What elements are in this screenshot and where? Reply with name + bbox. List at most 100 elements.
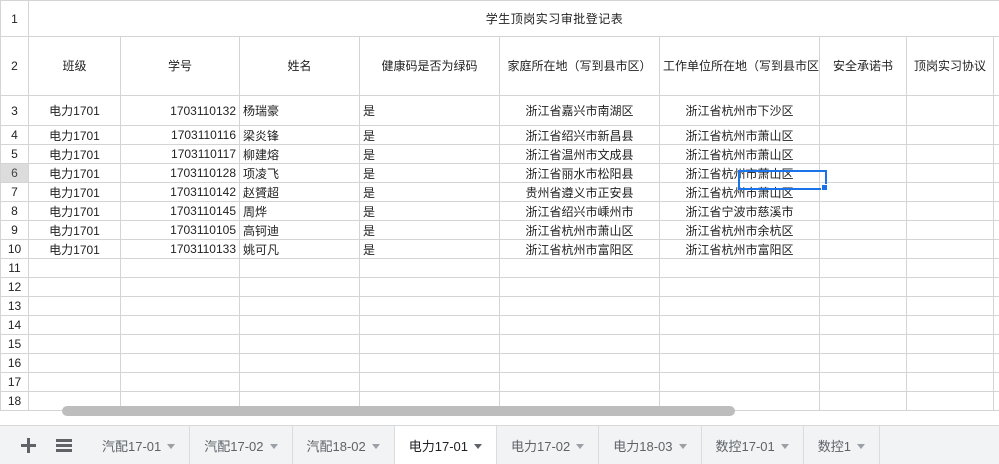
all-sheets-button[interactable] [46, 426, 82, 464]
cell-empty[interactable] [239, 258, 360, 278]
cell-empty[interactable] [819, 391, 907, 411]
cell-internship_agreement[interactable] [906, 163, 994, 183]
cell-parent_consent[interactable]: 是 [992, 220, 999, 240]
cell-empty[interactable] [659, 296, 820, 316]
cell-home_location[interactable]: 浙江省绍兴市嵊州市 [499, 201, 660, 221]
cell-home_location[interactable]: 浙江省丽水市松阳县 [499, 163, 660, 183]
cell-empty[interactable] [28, 353, 121, 373]
cell-empty[interactable] [906, 334, 994, 354]
chevron-down-icon[interactable] [371, 443, 380, 449]
column-header-6[interactable]: 安全承诺书 [819, 36, 907, 96]
row-header[interactable]: 5 [0, 144, 29, 164]
cell-empty[interactable] [28, 296, 121, 316]
column-header-1[interactable]: 学号 [120, 36, 240, 96]
cell-student_id[interactable]: 1703110133 [120, 239, 240, 259]
cell-empty[interactable] [359, 372, 500, 392]
cell-health_code_green[interactable]: 是 [359, 144, 500, 164]
cell-class[interactable]: 电力1701 [28, 201, 121, 221]
cell-empty[interactable] [659, 334, 820, 354]
cell-safety_commitment[interactable] [819, 163, 907, 183]
cell-empty[interactable] [499, 296, 660, 316]
sheet-tab-7[interactable]: 数控1 [803, 426, 880, 464]
cell-home_location[interactable]: 浙江省杭州市富阳区 [499, 239, 660, 259]
row-header[interactable]: 12 [0, 277, 29, 297]
sheet-tab-1[interactable]: 汽配17-02 [190, 426, 293, 464]
cell-class[interactable]: 电力1701 [28, 125, 121, 145]
cell-empty[interactable] [239, 296, 360, 316]
column-header-3[interactable]: 健康码是否为绿码 [359, 36, 500, 96]
chevron-down-icon[interactable] [678, 443, 687, 449]
cell-empty[interactable] [359, 353, 500, 373]
cell-empty[interactable] [992, 315, 999, 335]
cell-empty[interactable] [120, 296, 240, 316]
cell-class[interactable]: 电力1701 [28, 220, 121, 240]
cell-empty[interactable] [239, 353, 360, 373]
cell-empty[interactable] [992, 391, 999, 411]
cell-internship_agreement[interactable] [906, 239, 994, 259]
cell-safety_commitment[interactable] [819, 144, 907, 164]
cell-internship_agreement[interactable] [906, 220, 994, 240]
cell-student_id[interactable]: 1703110145 [120, 201, 240, 221]
cell-class[interactable]: 电力1701 [28, 144, 121, 164]
cell-parent_consent[interactable]: 是 [992, 163, 999, 183]
row-header[interactable]: 2 [0, 36, 29, 96]
cell-empty[interactable] [28, 334, 121, 354]
cell-safety_commitment[interactable] [819, 201, 907, 221]
cell-empty[interactable] [499, 334, 660, 354]
page-title[interactable]: 学生顶岗实习审批登记表 [27, 0, 999, 37]
column-header-7[interactable]: 顶岗实习协议 [906, 36, 994, 96]
cell-empty[interactable] [359, 315, 500, 335]
cell-home_location[interactable]: 浙江省温州市文成县 [499, 144, 660, 164]
cell-empty[interactable] [499, 258, 660, 278]
cell-class[interactable]: 电力1701 [28, 163, 121, 183]
cell-empty[interactable] [499, 372, 660, 392]
cell-name[interactable]: 项凌飞 [239, 163, 360, 183]
sheet-tab-5[interactable]: 电力18-03 [599, 426, 702, 464]
cell-name[interactable]: 高钶迪 [239, 220, 360, 240]
cell-work_location[interactable]: 浙江省杭州市余杭区 [659, 220, 820, 240]
cell-parent_consent[interactable]: 是 [992, 201, 999, 221]
cell-student_id[interactable]: 1703110116 [120, 125, 240, 145]
cell-empty[interactable] [659, 372, 820, 392]
cell-work_location[interactable]: 浙江省杭州市萧山区 [659, 144, 820, 164]
cell-name[interactable]: 赵贇超 [239, 182, 360, 202]
cell-empty[interactable] [659, 315, 820, 335]
cell-student_id[interactable]: 1703110117 [120, 144, 240, 164]
grid-viewport[interactable]: 1 学生顶岗实习审批登记表 2 班级 学号 姓名 健康码是否为绿码 家庭所在地（写到县市区）工… [0, 0, 999, 425]
cell-empty[interactable] [499, 353, 660, 373]
row-header[interactable]: 3 [0, 95, 29, 126]
cell-work_location[interactable]: 浙江省杭州市萧山区 [659, 182, 820, 202]
row-header[interactable]: 16 [0, 353, 29, 373]
chevron-down-icon[interactable] [576, 443, 585, 449]
cell-internship_agreement[interactable] [906, 201, 994, 221]
cell-empty[interactable] [28, 315, 121, 335]
chevron-down-icon[interactable] [269, 443, 278, 449]
cell-parent_consent[interactable]: 是 [992, 239, 999, 259]
cell-empty[interactable] [659, 353, 820, 373]
cell-empty[interactable] [992, 258, 999, 278]
cell-empty[interactable] [28, 277, 121, 297]
cell-empty[interactable] [359, 277, 500, 297]
cell-empty[interactable] [819, 315, 907, 335]
cell-empty[interactable] [239, 315, 360, 335]
cell-health_code_green[interactable]: 是 [359, 163, 500, 183]
cell-empty[interactable] [28, 372, 121, 392]
cell-empty[interactable] [239, 372, 360, 392]
cell-empty[interactable] [359, 296, 500, 316]
cell-student_id[interactable]: 1703110105 [120, 220, 240, 240]
cell-work_location[interactable]: 浙江省杭州市下沙区 [659, 95, 820, 126]
sheet-tab-3[interactable]: 电力17-01 [394, 426, 497, 464]
cell-student_id[interactable]: 1703110142 [120, 182, 240, 202]
sheet-tab-4[interactable]: 电力17-02 [497, 426, 600, 464]
row-header[interactable]: 15 [0, 334, 29, 354]
cell-empty[interactable] [819, 353, 907, 373]
cell-student_id[interactable]: 1703110132 [120, 95, 240, 126]
cell-health_code_green[interactable]: 是 [359, 220, 500, 240]
row-header[interactable]: 8 [0, 201, 29, 221]
cell-parent_consent[interactable]: 是 [992, 95, 999, 126]
row-header[interactable]: 11 [0, 258, 29, 278]
cell-work_location[interactable]: 浙江省杭州市富阳区 [659, 239, 820, 259]
row-header[interactable]: 7 [0, 182, 29, 202]
cell-name[interactable]: 杨瑞豪 [239, 95, 360, 126]
cell-home_location[interactable]: 浙江省绍兴市新昌县 [499, 125, 660, 145]
